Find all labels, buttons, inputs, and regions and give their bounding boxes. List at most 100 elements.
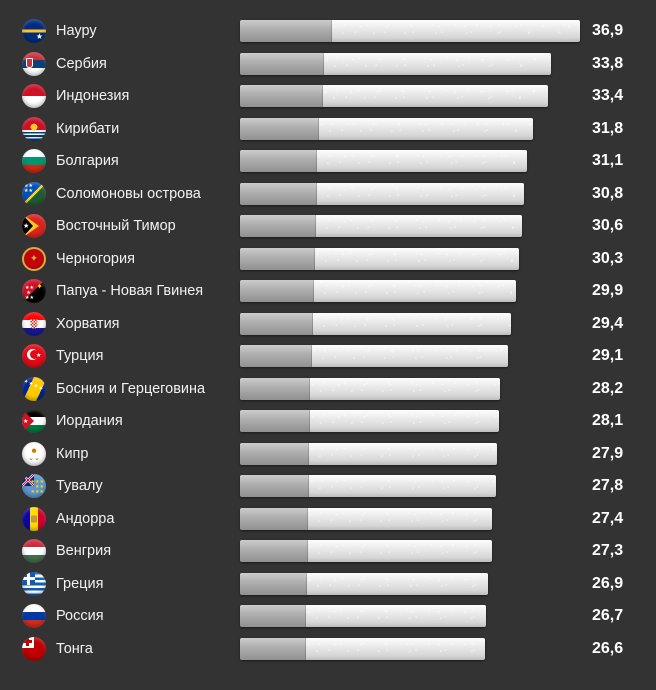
flag-icon: ●⌄⌄	[22, 442, 46, 466]
country-label: Черногория	[56, 251, 240, 267]
chart-row: ✦Черногория30,3	[22, 246, 634, 272]
bar-filter	[240, 410, 310, 432]
value-label: 27,8	[580, 477, 634, 495]
bar-body	[307, 573, 488, 595]
bar	[240, 508, 492, 530]
bar-track	[240, 540, 580, 562]
value-label: 29,1	[580, 347, 634, 365]
bar-body	[309, 475, 496, 497]
flag-icon: ★★★★	[22, 182, 46, 206]
bar-body	[306, 638, 485, 660]
bar-track	[240, 443, 580, 465]
value-label: 28,1	[580, 412, 634, 430]
bar-body	[315, 248, 519, 270]
flag-icon	[22, 52, 46, 76]
bar-filter	[240, 280, 314, 302]
flag-icon	[22, 604, 46, 628]
bar-body	[316, 215, 522, 237]
bar-track	[240, 508, 580, 530]
bar-filter	[240, 150, 317, 172]
value-label: 28,2	[580, 380, 634, 398]
country-label: Иордания	[56, 413, 240, 429]
bar-filter	[240, 85, 323, 107]
value-label: 29,9	[580, 282, 634, 300]
bar	[240, 313, 511, 335]
chart-row: Россия26,7	[22, 603, 634, 629]
bar-track	[240, 20, 580, 42]
bar-track	[240, 248, 580, 270]
bar-track	[240, 280, 580, 302]
bar	[240, 53, 551, 75]
bar-track	[240, 150, 580, 172]
country-label: Тувалу	[56, 478, 240, 494]
chart-row: ★★★★Босния и Герцеговина28,2	[22, 376, 634, 402]
value-label: 33,8	[580, 55, 634, 73]
value-label: 26,9	[580, 575, 634, 593]
bar-body	[332, 20, 580, 42]
country-bar-chart: ★Науру36,9Сербия33,8Индонезия33,4Кирибат…	[22, 18, 634, 662]
flag-icon: ★	[22, 19, 46, 43]
chart-row: Венгрия27,3	[22, 538, 634, 564]
chart-row: ★Восточный Тимор30,6	[22, 213, 634, 239]
bar	[240, 20, 580, 42]
bar	[240, 150, 527, 172]
chart-row: ★★★★Соломоновы острова30,8	[22, 181, 634, 207]
bar-filter	[240, 638, 306, 660]
bar-body	[310, 410, 499, 432]
country-label: Науру	[56, 23, 240, 39]
bar	[240, 540, 492, 562]
chart-row: Сербия33,8	[22, 51, 634, 77]
bar-body	[306, 605, 486, 627]
bar-track	[240, 215, 580, 237]
country-label: Тонга	[56, 641, 240, 657]
chart-row: Индонезия33,4	[22, 83, 634, 109]
bar-body	[312, 345, 508, 367]
bar	[240, 248, 519, 270]
flag-icon	[22, 539, 46, 563]
bar	[240, 183, 524, 205]
flag-icon: ✦	[22, 247, 46, 271]
value-label: 27,4	[580, 510, 634, 528]
value-label: 33,4	[580, 87, 634, 105]
bar-body	[308, 540, 492, 562]
flag-icon: ✦★★ ★★★	[22, 279, 46, 303]
bar-track	[240, 313, 580, 335]
chart-row: Андорра27,4	[22, 506, 634, 532]
bar-track	[240, 118, 580, 140]
bar	[240, 605, 486, 627]
flag-icon	[22, 117, 46, 141]
flag-icon	[22, 637, 46, 661]
value-label: 27,9	[580, 445, 634, 463]
bar-body	[323, 85, 548, 107]
chart-row: ★★★★★★★★Тувалу27,8	[22, 473, 634, 499]
bar-track	[240, 85, 580, 107]
bar-track	[240, 573, 580, 595]
chart-row: Тонга26,6	[22, 636, 634, 662]
flag-icon	[22, 84, 46, 108]
bar-filter	[240, 605, 306, 627]
bar-filter	[240, 20, 332, 42]
bar	[240, 573, 488, 595]
country-label: Папуа - Новая Гвинея	[56, 283, 240, 299]
value-label: 29,4	[580, 315, 634, 333]
bar-body	[310, 378, 500, 400]
bar-body	[313, 313, 511, 335]
bar-body	[317, 150, 526, 172]
bar-body	[319, 118, 533, 140]
bar-filter	[240, 475, 309, 497]
value-label: 31,8	[580, 120, 634, 138]
chart-row: ★Иордания28,1	[22, 408, 634, 434]
bar-body	[317, 183, 524, 205]
bar-filter	[240, 118, 319, 140]
bar-track	[240, 475, 580, 497]
flag-icon	[22, 149, 46, 173]
bar-body	[309, 443, 497, 465]
flag-icon: ★	[22, 214, 46, 238]
value-label: 30,6	[580, 217, 634, 235]
bar-track	[240, 183, 580, 205]
bar-track	[240, 410, 580, 432]
country-label: Хорватия	[56, 316, 240, 332]
bar	[240, 118, 533, 140]
bar-track	[240, 378, 580, 400]
country-label: Кипр	[56, 446, 240, 462]
